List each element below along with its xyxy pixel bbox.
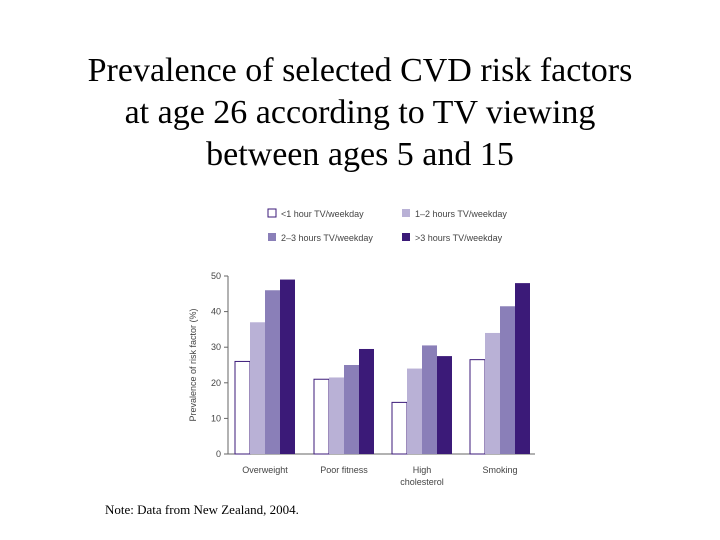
bar [485,332,500,454]
bar [469,359,486,455]
bar [329,377,344,454]
bar [391,401,408,455]
x-tick-labels: Overweight Poor fitness High cholesterol Smo… [242,465,517,487]
bar [234,360,251,455]
legend-label: <1 hour TV/weekday [281,209,364,219]
y-axis-label: Prevalence of risk factor (%) [188,308,198,421]
chart-legend: <1 hour TV/weekday 1–2 hours TV/weekday 2–… [267,208,507,243]
source-note: Note: Data from New Zealand, 2004. [105,502,299,517]
legend-label: 2–3 hours TV/weekday [281,233,373,243]
bar [313,378,330,455]
title-line-1: Prevalence of selected CVD risk factors [87,52,633,89]
y-tick-label: 50 [211,271,221,281]
y-tick-label: 30 [211,342,221,352]
bar [344,365,359,454]
y-tick-label: 0 [216,449,221,459]
bar [407,368,422,454]
title-line-2: at age 26 according to TV viewing [124,94,596,131]
y-tick-label: 20 [211,378,221,388]
x-tick-label: Overweight [242,465,288,475]
legend-label: >3 hours TV/weekday [415,233,503,243]
bars [234,279,530,455]
y-ticks: 0 10 20 30 40 50 [211,271,228,459]
legend-swatch [402,209,410,217]
bar [250,322,265,454]
x-tick-label: cholesterol [400,477,444,487]
bar [437,356,452,454]
y-tick-label: 10 [211,413,221,423]
legend-swatch [267,208,277,218]
bar [422,345,437,454]
x-tick-label: High [413,465,432,475]
bar [515,283,530,454]
legend-swatch [402,233,410,241]
bar [265,290,280,454]
bar [280,279,295,454]
bar [500,306,515,454]
x-tick-label: Smoking [482,465,517,475]
y-tick-label: 40 [211,307,221,317]
slide-title: Prevalence of selected CVD risk factors … [20,50,700,176]
legend-label: 1–2 hours TV/weekday [415,209,507,219]
bar [359,348,374,454]
title-line-3: between ages 5 and 15 [206,136,514,173]
x-tick-label: Poor fitness [320,465,368,475]
legend-swatch [268,233,276,241]
